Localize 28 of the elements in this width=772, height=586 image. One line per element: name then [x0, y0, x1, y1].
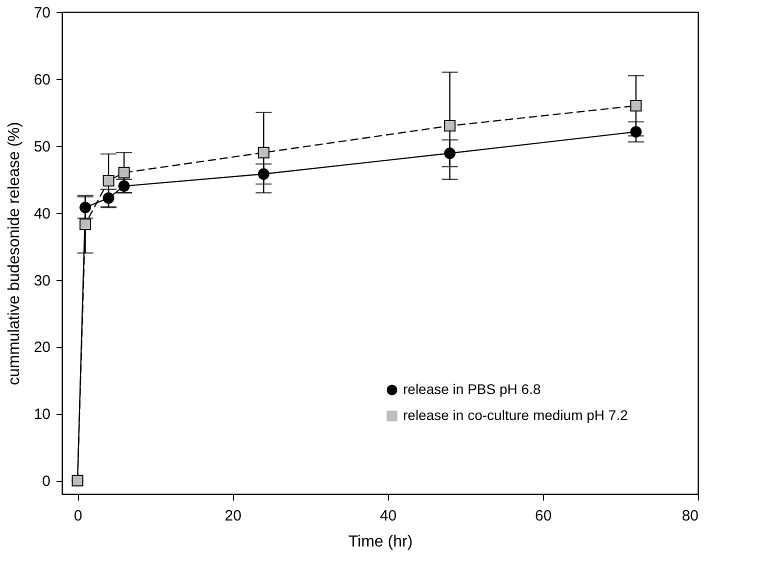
point [80, 202, 92, 214]
point [444, 148, 456, 159]
point [258, 168, 270, 180]
point [630, 126, 642, 138]
x-tick-label: 60 [535, 508, 552, 524]
point [444, 120, 456, 132]
y-tick-label: 30 [34, 272, 50, 290]
point [102, 192, 114, 204]
x-tick-label: 0 [74, 508, 82, 524]
y-tick-label: 10 [34, 406, 50, 424]
x-tick-label: 80 [682, 508, 698, 524]
point [630, 100, 642, 112]
y-tick-label: 20 [34, 339, 50, 356]
point [102, 174, 114, 186]
y-tick-label: 40 [34, 205, 50, 222]
y-tick-label: 0 [42, 473, 50, 490]
x-tick-label: 40 [380, 508, 397, 524]
point [118, 166, 130, 178]
y-axis-title: cummulative budesonide release (%) [6, 122, 23, 386]
y-tick-label: 60 [34, 71, 50, 88]
legend-label: release in PBS pH 6.8 [403, 381, 541, 397]
y-tick-label: 70 [34, 4, 50, 22]
point [258, 146, 270, 158]
point [80, 218, 92, 230]
x-axis-title: Time (hr) [348, 534, 413, 550]
legend-label: release in co-culture medium pH 7.2 [403, 407, 628, 423]
y-tick-label: 50 [34, 138, 50, 156]
x-tick-label: 20 [224, 508, 242, 524]
